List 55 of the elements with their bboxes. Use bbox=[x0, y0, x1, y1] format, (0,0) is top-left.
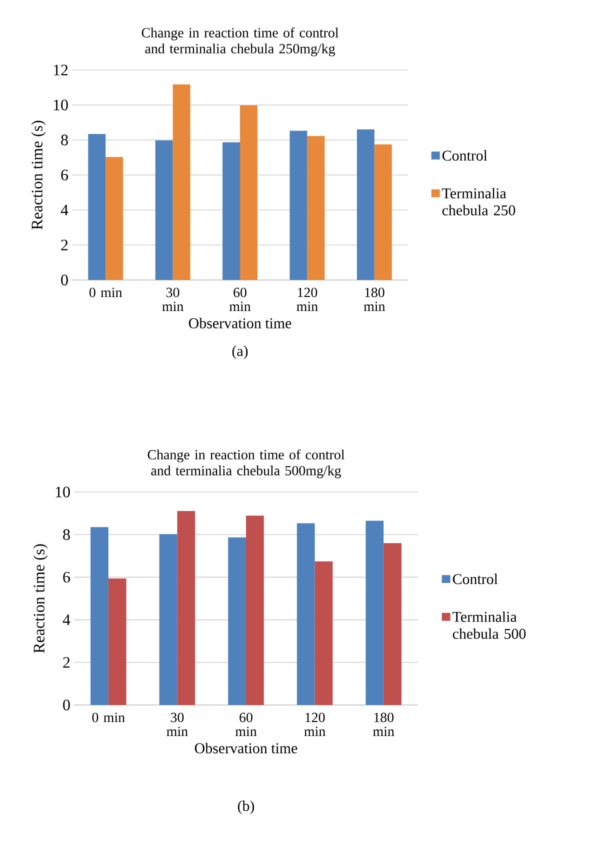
y-tick-label: 10 bbox=[56, 486, 70, 498]
y-axis-title: Reaction time (s) bbox=[31, 120, 46, 230]
bar bbox=[290, 130, 308, 280]
x-tick-label: 180 min bbox=[373, 712, 394, 736]
bar bbox=[384, 543, 402, 705]
x-tick-label: 0 min bbox=[89, 288, 122, 298]
x-axis-title: Observation time bbox=[188, 318, 292, 328]
bar bbox=[155, 140, 173, 280]
legend-label: Control bbox=[452, 574, 498, 584]
y-tick-label: 8 bbox=[61, 134, 68, 146]
bar bbox=[240, 105, 258, 280]
bar bbox=[307, 136, 325, 280]
x-tick-label: 180 min bbox=[364, 288, 386, 311]
y-tick-label: 6 bbox=[61, 170, 68, 180]
bar bbox=[177, 510, 196, 705]
y-axis-title: Reaction time (s) bbox=[33, 544, 48, 653]
y-tick-label: 2 bbox=[63, 657, 70, 668]
bar bbox=[106, 156, 124, 280]
x-tick-label: 30 min bbox=[166, 712, 188, 736]
bar bbox=[356, 129, 374, 280]
bar bbox=[222, 142, 240, 280]
y-tick-label: 4 bbox=[60, 204, 68, 216]
chart-title: Change in reaction time of control and terminalia chebula 500mg/kg bbox=[148, 449, 344, 478]
bar bbox=[88, 134, 106, 280]
y-tick-label: 4 bbox=[62, 614, 70, 626]
y-tick-label: 10 bbox=[54, 100, 68, 110]
legend-label: Terminalia chebula 500 bbox=[452, 611, 526, 639]
text: (b) bbox=[238, 800, 254, 814]
bar bbox=[366, 520, 384, 705]
x-tick-label: 120 min bbox=[304, 712, 326, 736]
y-tick-label: 0 bbox=[61, 274, 68, 286]
bar bbox=[90, 527, 108, 705]
legend-label: Control bbox=[442, 150, 488, 161]
bar bbox=[374, 144, 392, 280]
bar bbox=[296, 523, 315, 705]
x-axis-title: Observation time bbox=[194, 742, 298, 754]
text: (a) bbox=[232, 346, 248, 360]
chart-title: Change in reaction time of control and terminalia chebula 250mg/kg bbox=[142, 28, 339, 56]
y-tick-label: 0 bbox=[63, 700, 70, 710]
x-tick-label: 30 min bbox=[162, 288, 184, 311]
bar bbox=[159, 534, 178, 705]
bar bbox=[314, 561, 333, 705]
x-tick-label: 0 min bbox=[92, 712, 125, 722]
legend-label: Terminalia chebula 250 bbox=[442, 188, 516, 216]
x-tick-label: 60 min bbox=[229, 288, 251, 311]
y-tick-label: 12 bbox=[54, 64, 68, 76]
bar bbox=[228, 537, 246, 705]
bar bbox=[172, 84, 190, 280]
x-tick-label: 60 min bbox=[235, 712, 257, 736]
y-tick-label: 8 bbox=[63, 529, 70, 540]
bar bbox=[246, 516, 264, 705]
x-tick-label: 120 min bbox=[296, 288, 318, 311]
y-tick-label: 6 bbox=[63, 572, 70, 583]
bar bbox=[108, 578, 126, 705]
y-tick-label: 2 bbox=[61, 240, 68, 250]
